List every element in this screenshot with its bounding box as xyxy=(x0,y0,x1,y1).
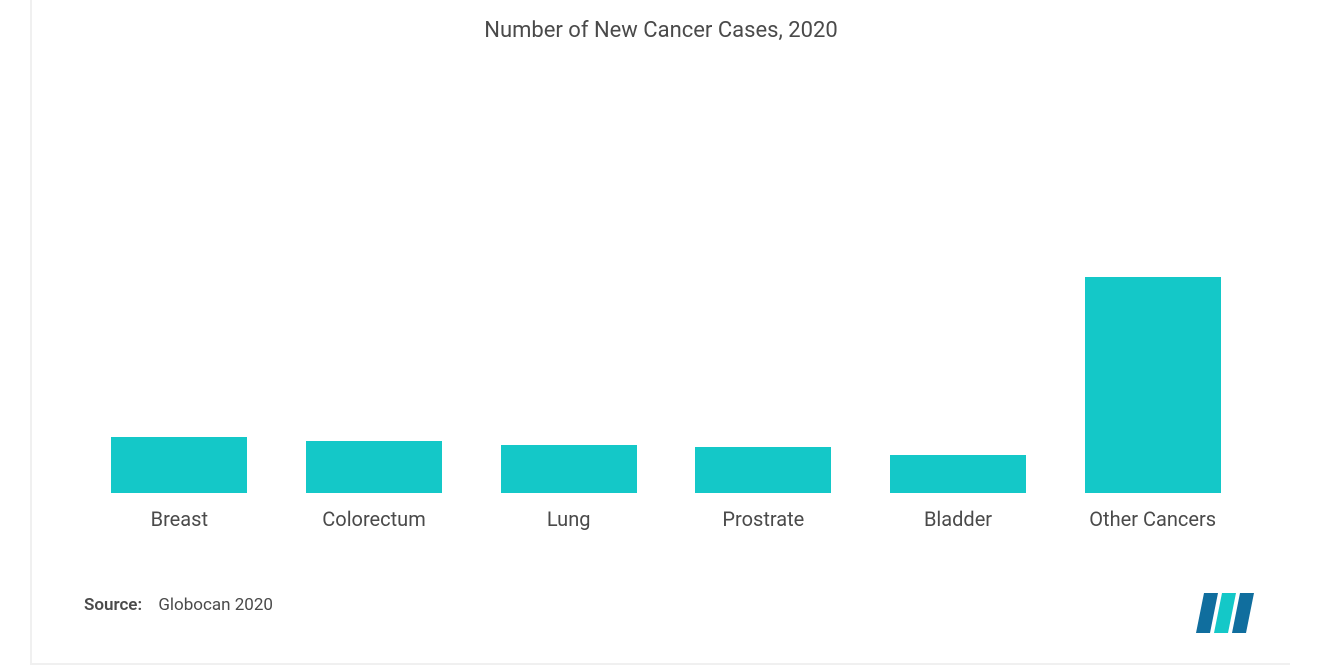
chart-container: Number of New Cancer Cases, 2020 BreastC… xyxy=(30,0,1290,665)
bar-category-label: Other Cancers xyxy=(1089,507,1216,531)
chart-title: Number of New Cancer Cases, 2020 xyxy=(32,18,1290,43)
bar-category-label: Prostrate xyxy=(722,507,804,531)
bar-slot: Bladder xyxy=(861,80,1056,493)
source-line: Source: Globocan 2020 xyxy=(84,595,273,615)
bar xyxy=(306,441,442,493)
bar-category-label: Colorectum xyxy=(322,507,425,531)
brand-logo-icon xyxy=(1196,593,1254,633)
bar-slot: Prostrate xyxy=(666,80,861,493)
bar-category-label: Lung xyxy=(547,507,591,531)
bar-slot: Colorectum xyxy=(277,80,472,493)
bar xyxy=(111,437,247,493)
bar xyxy=(695,447,831,493)
source-value: Globocan 2020 xyxy=(158,595,273,615)
bar-slot: Breast xyxy=(82,80,277,493)
bar-slot: Other Cancers xyxy=(1055,80,1250,493)
plot-area: BreastColorectumLungProstrateBladderOthe… xyxy=(82,80,1250,493)
bar xyxy=(501,445,637,493)
source-label: Source: xyxy=(84,595,142,615)
bar xyxy=(1085,277,1221,493)
bar-category-label: Bladder xyxy=(924,507,992,531)
bar-slot: Lung xyxy=(471,80,666,493)
bar xyxy=(890,455,1026,493)
bar-category-label: Breast xyxy=(151,507,208,531)
